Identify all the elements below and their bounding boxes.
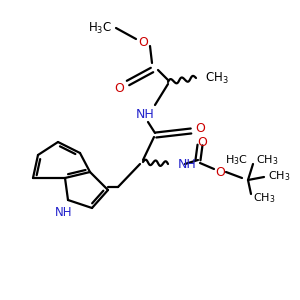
Text: CH$_3$: CH$_3$: [256, 153, 278, 167]
Text: NH: NH: [136, 109, 154, 122]
Text: O: O: [197, 136, 207, 148]
Text: CH$_3$: CH$_3$: [205, 70, 229, 86]
Text: CH$_3$: CH$_3$: [253, 191, 275, 205]
Text: O: O: [215, 166, 225, 178]
Text: H$_3$C: H$_3$C: [225, 153, 248, 167]
Text: H$_3$C: H$_3$C: [88, 20, 112, 35]
Text: O: O: [138, 37, 148, 50]
Text: CH$_3$: CH$_3$: [268, 169, 290, 183]
Text: O: O: [195, 122, 205, 136]
Text: NH: NH: [178, 158, 197, 170]
Text: NH: NH: [55, 206, 73, 218]
Text: O: O: [114, 82, 124, 94]
